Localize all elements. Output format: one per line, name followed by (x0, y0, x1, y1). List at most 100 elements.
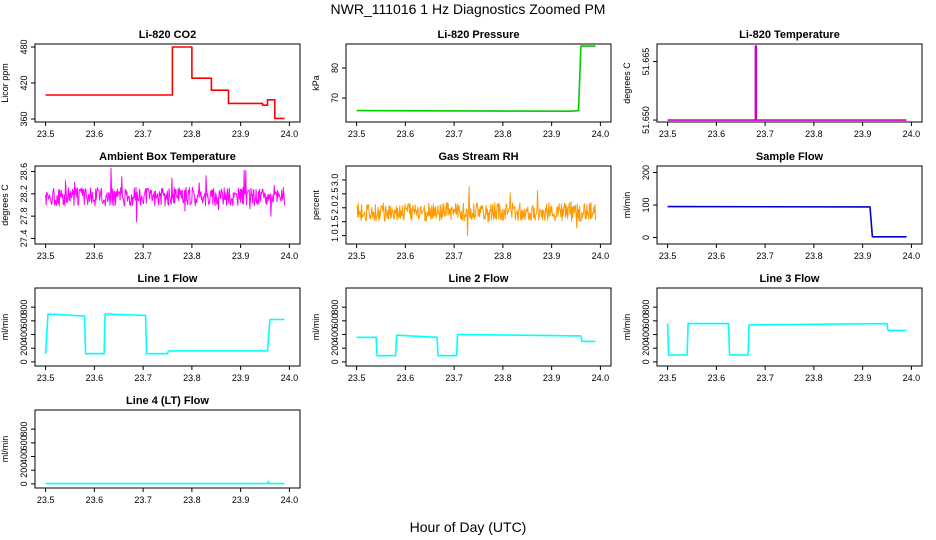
chart-title: Li-820 CO2 (139, 29, 196, 41)
x-tick-label: 24.0 (592, 251, 610, 261)
plot-frame (34, 43, 301, 123)
y-tick-label: 420 (19, 75, 29, 90)
series-line (356, 333, 596, 357)
y-tick-label: 200 (19, 463, 29, 478)
y-axis-label: degrees C (622, 62, 632, 104)
y-tick-label: 51.650 (641, 106, 651, 134)
series-line (667, 45, 907, 121)
y-tick-label: 800 (330, 300, 340, 315)
y-tick-label: 1.5 (330, 215, 340, 228)
x-tick-label: 23.9 (543, 251, 561, 261)
y-tick-label: 800 (19, 300, 29, 315)
x-tick-label: 23.5 (37, 129, 55, 139)
y-tick-label: 600 (19, 435, 29, 450)
x-tick-label: 23.7 (134, 129, 152, 139)
y-tick-label: 80 (330, 63, 340, 73)
x-tick-label: 24.0 (281, 129, 299, 139)
chart-title: Line 1 Flow (138, 273, 198, 285)
y-tick-label: 28.6 (19, 163, 29, 181)
y-axis-label: kPa (311, 75, 321, 91)
chart-title: Li-820 Temperature (739, 29, 840, 41)
x-tick-label: 24.0 (903, 251, 921, 261)
chart-panel: Li-820 Temperature degrees C 51.650 51.665 2… (622, 29, 923, 139)
plot-frame (345, 165, 612, 245)
y-tick-label: 0 (641, 235, 651, 240)
chart-title: Line 2 Flow (449, 273, 509, 285)
x-tick-label: 24.0 (592, 129, 610, 139)
plot-frame (34, 287, 301, 367)
x-tick-label: 23.9 (232, 251, 250, 261)
x-tick-label: 23.8 (494, 251, 512, 261)
x-tick-label: 23.5 (659, 129, 677, 139)
page-x-axis-label: Hour of Day (UTC) (409, 519, 527, 535)
page-title: NWR_111016 1 Hz Diagnostics Zoomed PM (330, 1, 606, 17)
x-tick-label: 23.8 (183, 495, 201, 505)
x-tick-label: 24.0 (903, 129, 921, 139)
chart-title: Ambient Box Temperature (99, 151, 236, 163)
x-tick-label: 23.9 (543, 373, 561, 383)
chart-title: Line 4 (LT) Flow (126, 395, 209, 407)
y-tick-label: 100 (641, 197, 651, 212)
x-tick-label: 24.0 (281, 373, 299, 383)
y-tick-label: 0 (19, 481, 29, 486)
chart-panel: Sample Flow ml/min 0 100 200 23.5 23.6 23.7 23.8… (622, 151, 923, 261)
x-tick-label: 23.7 (445, 373, 463, 383)
y-tick-label: 200 (330, 341, 340, 356)
chart-title: Sample Flow (756, 151, 824, 163)
y-tick-label: 2.5 (330, 188, 340, 201)
y-tick-label: 200 (641, 341, 651, 356)
y-tick-label: 51.665 (641, 48, 651, 76)
y-axis-label: ml/min (622, 192, 632, 219)
y-tick-label: 360 (19, 111, 29, 126)
plot-frame (34, 165, 301, 245)
x-tick-label: 23.5 (348, 129, 366, 139)
x-tick-label: 23.6 (397, 373, 415, 383)
chart-panel: Li-820 Pressure kPa 70 80 23.5 23.6 23.7 23.8 23… (311, 29, 612, 139)
y-tick-label: 3.0 (330, 174, 340, 187)
y-axis-label: Licor ppm (0, 63, 10, 103)
series-line (45, 167, 285, 223)
x-tick-label: 23.7 (134, 373, 152, 383)
x-tick-label: 23.8 (494, 373, 512, 383)
x-tick-label: 23.8 (183, 251, 201, 261)
x-tick-label: 23.8 (494, 129, 512, 139)
chart-title: Gas Stream RH (438, 151, 518, 163)
x-tick-label: 23.6 (708, 373, 726, 383)
series-line (44, 313, 285, 355)
x-tick-label: 23.7 (445, 251, 463, 261)
series-line (667, 205, 907, 238)
y-tick-label: 0 (641, 359, 651, 364)
y-tick-label: 800 (19, 422, 29, 437)
x-tick-label: 23.9 (232, 129, 250, 139)
series-line (356, 186, 596, 236)
plot-frame (345, 43, 612, 123)
chart-panel: Ambient Box Temperature degrees C 27.4 27.8… (0, 151, 301, 261)
chart-panel: Li-820 CO2 Licor ppm 360 420 480 23.5 23.6 23.7… (0, 29, 301, 139)
plot-frame (34, 409, 301, 489)
plot-frame (656, 287, 923, 367)
x-tick-label: 23.6 (86, 373, 104, 383)
y-tick-label: 400 (330, 327, 340, 342)
x-tick-label: 23.6 (397, 129, 415, 139)
x-tick-label: 23.7 (134, 251, 152, 261)
x-tick-label: 23.6 (86, 495, 104, 505)
plot-frame (656, 43, 923, 123)
x-tick-label: 23.8 (805, 373, 823, 383)
y-tick-label: 0 (19, 359, 29, 364)
x-tick-label: 23.5 (659, 251, 677, 261)
y-tick-label: 2.0 (330, 202, 340, 215)
x-tick-label: 23.5 (659, 373, 677, 383)
y-tick-label: 800 (641, 300, 651, 315)
y-tick-label: 70 (330, 93, 340, 103)
x-tick-label: 23.5 (37, 495, 55, 505)
x-tick-label: 23.8 (805, 129, 823, 139)
y-tick-label: 200 (641, 165, 651, 180)
x-tick-label: 23.9 (232, 373, 250, 383)
x-tick-label: 23.6 (86, 251, 104, 261)
y-tick-label: 600 (19, 313, 29, 328)
y-tick-label: 600 (330, 313, 340, 328)
